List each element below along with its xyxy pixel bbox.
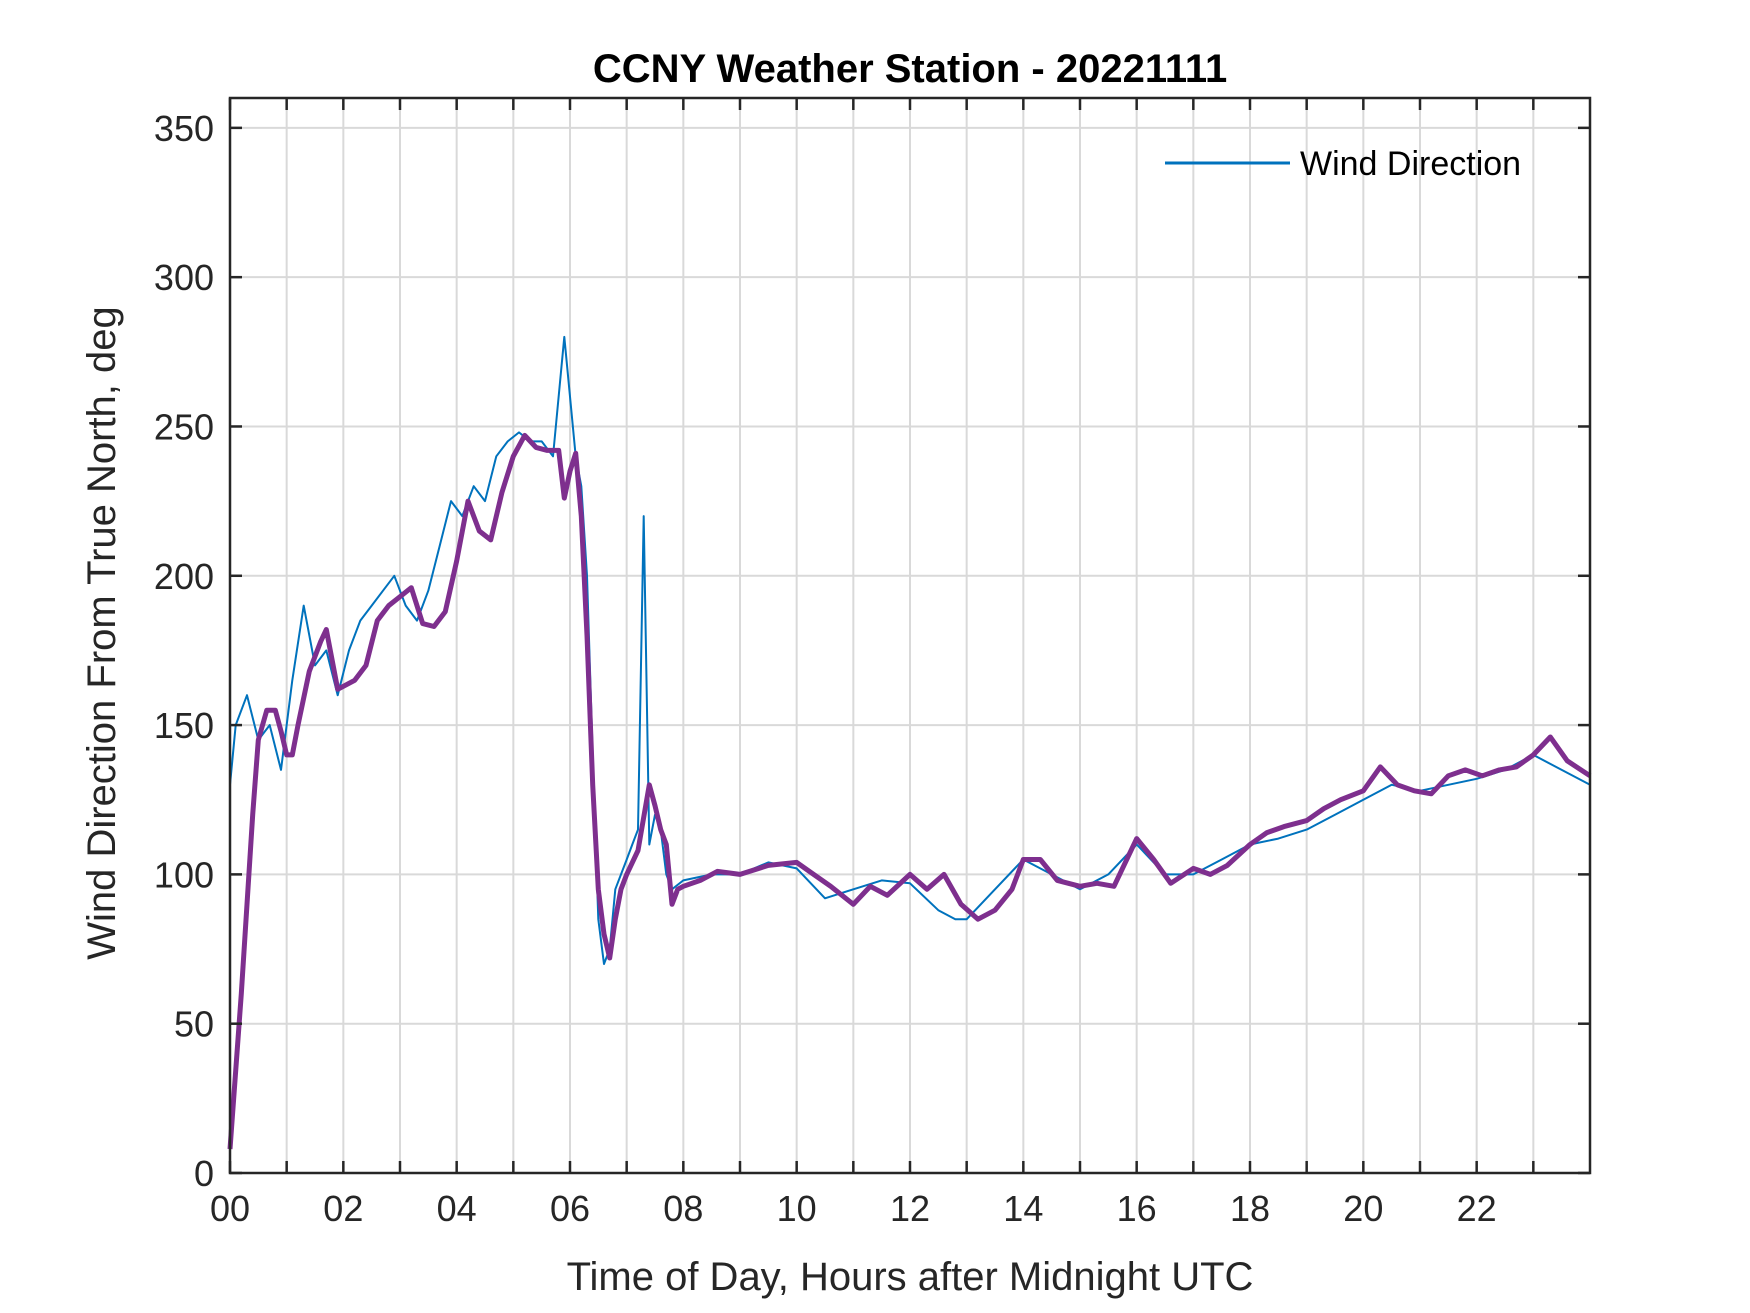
x-tick-label: 12 bbox=[890, 1188, 930, 1229]
x-tick-label: 22 bbox=[1457, 1188, 1497, 1229]
y-axis-ticks: 0 50 100 150 200 250 300 350 bbox=[154, 108, 1590, 1194]
chart-title: CCNY Weather Station - 20221111 bbox=[593, 47, 1227, 91]
x-axis-ticks: 00 02 04 06 08 10 12 14 16 18 20 22 bbox=[210, 98, 1535, 1229]
y-axis-label: Wind Direction From True North, deg bbox=[80, 306, 124, 960]
series-line-moving-average bbox=[227, 432, 1592, 1150]
x-tick-label: 02 bbox=[323, 1188, 363, 1229]
x-tick-label: 18 bbox=[1230, 1188, 1270, 1229]
x-tick-label: 04 bbox=[437, 1188, 477, 1229]
x-axis-label: Time of Day, Hours after Midnight UTC bbox=[567, 1255, 1254, 1299]
y-tick-label: 300 bbox=[154, 257, 214, 298]
legend: Wind Direction bbox=[1165, 145, 1521, 183]
y-tick-label: 0 bbox=[194, 1153, 214, 1194]
x-tick-label: 00 bbox=[210, 1188, 250, 1229]
x-tick-label: 08 bbox=[663, 1188, 703, 1229]
y-tick-label: 350 bbox=[154, 108, 214, 149]
x-tick-label: 14 bbox=[1003, 1188, 1043, 1229]
x-tick-label: 10 bbox=[777, 1188, 817, 1229]
y-tick-label: 200 bbox=[154, 556, 214, 597]
x-tick-label: 16 bbox=[1117, 1188, 1157, 1229]
legend-label-wind-direction: Wind Direction bbox=[1300, 145, 1521, 183]
y-tick-label: 150 bbox=[154, 705, 214, 746]
y-tick-label: 250 bbox=[154, 406, 214, 447]
y-tick-label: 100 bbox=[154, 854, 214, 895]
y-tick-label: 50 bbox=[174, 1004, 214, 1045]
x-tick-label: 20 bbox=[1343, 1188, 1383, 1229]
x-tick-label: 06 bbox=[550, 1188, 590, 1229]
series-layer bbox=[227, 335, 1592, 1150]
